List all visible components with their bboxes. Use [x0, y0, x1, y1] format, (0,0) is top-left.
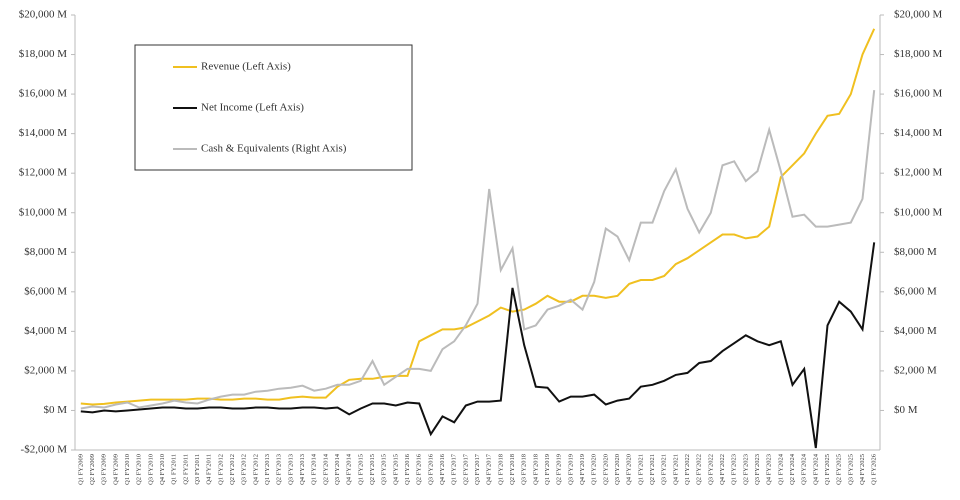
- y2-tick-label: $14,000 M: [894, 127, 943, 139]
- y2-tick-label: $6,000 M: [894, 285, 937, 297]
- x-tick-label: Q1 FY2021: [637, 454, 644, 485]
- y-tick-label: $2,000 M: [24, 364, 67, 376]
- y-tick-label: $8,000 M: [24, 246, 67, 258]
- x-tick-label: Q3 FY2012: [241, 454, 248, 485]
- legend-label: Revenue (Left Axis): [201, 61, 291, 73]
- x-tick-label: Q4 FY2023: [766, 454, 773, 485]
- x-tick-label: Q1 FY2011: [171, 454, 178, 485]
- series-line: [80, 242, 876, 449]
- x-tick-label: Q1 FY2018: [497, 454, 504, 485]
- y2-tick-label: $10,000 M: [894, 206, 943, 218]
- y-tick-label: $18,000 M: [19, 48, 68, 60]
- y-tick-label: $10,000 M: [19, 206, 68, 218]
- x-tick-label: Q2 FY2011: [182, 454, 189, 485]
- x-tick-label: Q3 FY2009: [101, 454, 108, 485]
- x-tick-label: Q2 FY2025: [836, 454, 843, 485]
- x-tick-label: Q3 FY2016: [427, 453, 434, 485]
- x-tick-label: Q3 FY2025: [847, 454, 854, 485]
- x-tick-label: Q1 FY2016: [404, 453, 411, 485]
- legend-label: Cash & Equivalents (Right Axis): [201, 143, 347, 155]
- y-tick-label: $6,000 M: [24, 285, 67, 297]
- y-tick-label: $16,000 M: [19, 88, 68, 100]
- x-tick-label: Q1 FY2010: [124, 454, 131, 485]
- x-tick-label: Q2 FY2009: [89, 454, 96, 485]
- x-tick-label: Q1 FY2009: [77, 454, 84, 485]
- y-tick-label: $0 M: [43, 404, 67, 416]
- x-tick-label: Q1 FY2024: [777, 453, 784, 485]
- x-tick-label: Q2 FY2013: [276, 454, 283, 485]
- x-tick-label: Q4 FY2022: [719, 454, 726, 485]
- x-tick-label: Q2 FY2015: [369, 454, 376, 485]
- y2-tick-label: $0 M: [894, 404, 918, 416]
- x-tick-label: Q2 FY2014: [322, 453, 329, 485]
- x-tick-label: Q2 FY2024: [789, 453, 796, 485]
- x-tick-label: Q4 FY2018: [532, 454, 539, 485]
- x-tick-label: Q1 FY2017: [451, 453, 458, 485]
- x-tick-label: Q1 FY2022: [684, 454, 691, 485]
- x-tick-label: Q2 FY2018: [509, 454, 516, 485]
- x-tick-label: Q4 FY2015: [392, 454, 399, 485]
- y2-tick-label: $20,000 M: [894, 9, 943, 21]
- x-tick-label: Q3 FY2024: [801, 453, 808, 485]
- x-tick-label: Q2 FY2019: [556, 454, 563, 485]
- y-tick-label: $14,000 M: [19, 127, 68, 139]
- y2-tick-label: $2,000 M: [894, 364, 937, 376]
- x-tick-label: Q4 FY2013: [299, 454, 306, 485]
- x-tick-label: Q1 FY2013: [264, 454, 271, 485]
- x-tick-label: Q4 FY2010: [159, 454, 166, 485]
- x-tick-label: Q4 FY2011: [206, 454, 213, 485]
- x-tick-label: Q3 FY2011: [194, 454, 201, 485]
- x-tick-label: Q2 FY2017: [462, 453, 469, 485]
- y-tick-label: -$2,000 M: [21, 444, 68, 456]
- x-tick-label: Q4 FY2017: [486, 453, 493, 485]
- y2-tick-label: $16,000 M: [894, 88, 943, 100]
- x-tick-label: Q2 FY2021: [649, 454, 656, 485]
- x-tick-label: Q3 FY2010: [147, 454, 154, 485]
- series-line: [80, 89, 876, 410]
- y-tick-label: $20,000 M: [19, 9, 68, 21]
- x-tick-label: Q3 FY2018: [521, 454, 528, 485]
- y2-tick-label: $4,000 M: [894, 325, 937, 337]
- x-tick-label: Q3 FY2014: [334, 453, 341, 485]
- x-tick-label: Q3 FY2013: [287, 454, 294, 485]
- x-tick-label: Q4 FY2025: [859, 454, 866, 485]
- x-tick-label: Q4 FY2009: [112, 454, 119, 485]
- x-tick-label: Q1 FY2015: [357, 454, 364, 485]
- x-tick-label: Q2 FY2020: [602, 454, 609, 485]
- x-tick-label: Q4 FY2024: [812, 453, 819, 485]
- x-tick-label: Q2 FY2016: [416, 453, 423, 485]
- x-tick-label: Q4 FY2021: [672, 454, 679, 485]
- y2-tick-label: $8,000 M: [894, 246, 937, 258]
- y2-tick-label: $18,000 M: [894, 48, 943, 60]
- x-tick-label: Q3 FY2020: [614, 454, 621, 485]
- x-tick-label: Q2 FY2023: [742, 454, 749, 485]
- x-tick-label: Q3 FY2015: [381, 454, 388, 485]
- x-tick-label: Q3 FY2017: [474, 453, 481, 485]
- x-tick-label: Q1 FY2019: [544, 454, 551, 485]
- x-tick-label: Q3 FY2023: [754, 454, 761, 485]
- x-tick-label: Q3 FY2022: [707, 454, 714, 485]
- x-tick-label: Q2 FY2010: [136, 454, 143, 485]
- x-tick-label: Q4 FY2014: [346, 453, 353, 485]
- y2-tick-label: $12,000 M: [894, 167, 943, 179]
- x-tick-label: Q4 FY2016: [439, 453, 446, 485]
- x-tick-label: Q3 FY2019: [567, 454, 574, 485]
- x-tick-label: Q1 FY2023: [731, 454, 738, 485]
- x-tick-label: Q4 FY2019: [579, 454, 586, 485]
- x-tick-label: Q1 FY2012: [217, 454, 224, 485]
- y-tick-label: $12,000 M: [19, 167, 68, 179]
- x-tick-label: Q4 FY2012: [252, 454, 259, 485]
- x-tick-label: Q1 FY2025: [824, 454, 831, 485]
- x-tick-label: Q2 FY2022: [696, 454, 703, 485]
- legend-label: Net Income (Left Axis): [201, 102, 304, 114]
- x-tick-label: Q1 FY2020: [591, 454, 598, 485]
- x-tick-label: Q4 FY2020: [626, 454, 633, 485]
- x-tick-label: Q1 FY2014: [311, 453, 318, 485]
- x-tick-label: Q1 FY2026: [871, 453, 878, 485]
- x-tick-label: Q2 FY2012: [229, 454, 236, 485]
- y-tick-label: $4,000 M: [24, 325, 67, 337]
- x-tick-label: Q3 FY2021: [661, 454, 668, 485]
